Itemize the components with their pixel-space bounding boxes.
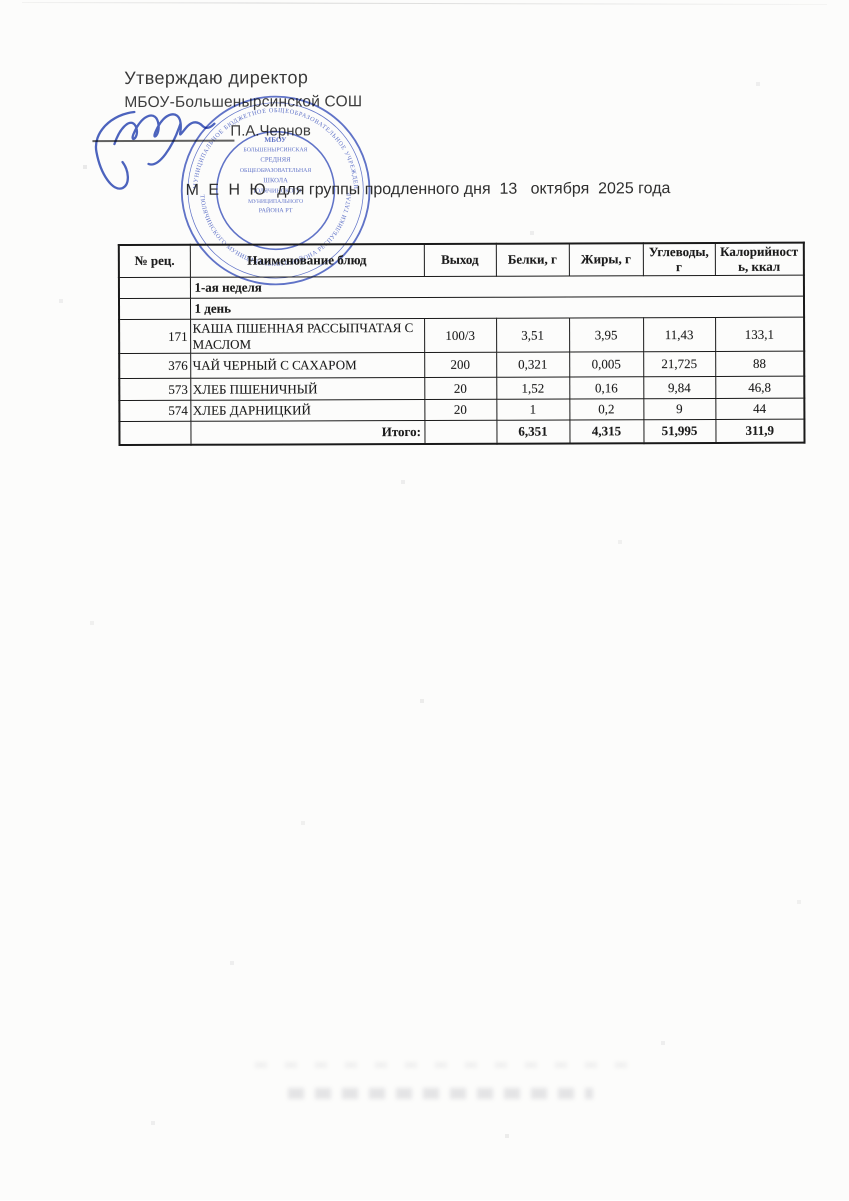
carbs-value: 9,84 bbox=[643, 376, 716, 400]
total-protein: 6,351 bbox=[496, 420, 570, 444]
table-row: 573 ХЛЕБ ПШЕНИЧНЫЙ 20 1,52 0,16 9,84 46,… bbox=[119, 376, 805, 401]
output-value: 200 bbox=[424, 352, 497, 378]
calories-value: 44 bbox=[715, 398, 805, 420]
total-calories: 311,9 bbox=[715, 419, 805, 443]
bleed-through-ghost-text bbox=[255, 1062, 635, 1068]
total-carbs: 51,995 bbox=[643, 419, 716, 444]
stamp-middle-ring bbox=[187, 102, 364, 279]
output-value: 20 bbox=[424, 399, 497, 421]
empty-cell bbox=[118, 277, 190, 299]
fat-value: 3,95 bbox=[569, 317, 644, 353]
menu-title-rest: для группы продленного дня 13 октября 20… bbox=[268, 180, 671, 199]
table-row: 376 ЧАЙ ЧЕРНЫЙ С САХАРОМ 200 0,321 0,005… bbox=[119, 351, 805, 379]
total-row: Итого: 6,351 4,315 51,995 311,9 bbox=[119, 419, 805, 445]
carbs-value: 21,725 bbox=[643, 351, 716, 378]
stamp-center-line-5: ШКОЛА bbox=[263, 177, 288, 184]
menu-table: № рец. Наименование блюд Выход Белки, г … bbox=[117, 241, 806, 446]
dish-name: ХЛЕБ ПШЕНИЧНЫЙ bbox=[190, 377, 425, 401]
dish-name: КАША ПШЕННАЯ РАССЫПЧАТАЯ С МАСЛОМ bbox=[190, 318, 425, 354]
calories-value: 133,1 bbox=[715, 317, 805, 352]
total-fat: 4,315 bbox=[569, 420, 644, 444]
carbs-value: 9 bbox=[643, 398, 716, 421]
empty-cell bbox=[119, 421, 191, 445]
menu-word: М Е Н Ю bbox=[185, 181, 269, 199]
calories-value: 88 bbox=[715, 351, 805, 377]
carbs-value: 11,43 bbox=[643, 317, 716, 353]
stamp-center-line-8: РАЙОНА РТ bbox=[259, 206, 293, 214]
dish-name: ЧАЙ ЧЕРНЫЙ С САХАРОМ bbox=[190, 352, 425, 379]
calories-value: 46,8 bbox=[715, 376, 805, 399]
fat-value: 0,2 bbox=[569, 399, 644, 421]
col-header-protein: Белки, г bbox=[495, 243, 569, 277]
week-row: 1-ая неделя bbox=[118, 275, 804, 299]
recipe-num: 171 bbox=[119, 319, 191, 354]
menu-title: М Е Н Ю для группы продленного дня 13 ок… bbox=[186, 180, 671, 200]
stamp-center-line-1: МБОУ bbox=[264, 136, 287, 144]
day-row: 1 день bbox=[118, 296, 805, 320]
signature-curls bbox=[113, 113, 216, 146]
recipe-num: 574 bbox=[119, 400, 191, 422]
fat-value: 0,16 bbox=[569, 377, 644, 400]
protein-value: 0,321 bbox=[496, 352, 570, 378]
table-row: 574 ХЛЕБ ДАРНИЦКИЙ 20 1 0,2 9 44 bbox=[119, 398, 805, 422]
col-header-dish-name: Наименование блюд bbox=[189, 243, 424, 278]
table-row: 171 КАША ПШЕННАЯ РАССЫПЧАТАЯ С МАСЛОМ 10… bbox=[119, 317, 805, 354]
stamp-center-line-7: МУНИЦИПАЛЬНОГО bbox=[248, 199, 303, 205]
fat-value: 0,005 bbox=[569, 352, 644, 378]
recipe-num: 573 bbox=[119, 378, 191, 401]
bleed-through-ghost-text bbox=[288, 1088, 593, 1099]
col-header-fat: Жиры, г bbox=[568, 243, 643, 277]
signature-loop bbox=[94, 110, 136, 190]
day-row-label: 1 день bbox=[189, 296, 805, 320]
table-header-row: № рец. Наименование блюд Выход Белки, г … bbox=[118, 242, 804, 278]
output-value: 20 bbox=[424, 377, 497, 400]
stamp-inner-ring bbox=[216, 130, 336, 251]
signature-tail bbox=[147, 122, 182, 166]
stamp-center-line-2: БОЛЬШЕНЫРСИНСКАЯ bbox=[243, 147, 307, 153]
protein-value: 3,51 bbox=[496, 318, 570, 353]
recipe-num: 376 bbox=[119, 353, 191, 379]
dish-name: ХЛЕБ ДАРНИЦКИЙ bbox=[190, 399, 425, 422]
stamp-center-line-6: ТЮЛЯЧИНСКОГО bbox=[250, 187, 302, 194]
output-value: 100/3 bbox=[424, 318, 497, 353]
col-header-calories: Калорийность, ккал bbox=[714, 242, 804, 276]
total-label: Итого: bbox=[190, 420, 425, 445]
signature-scribble bbox=[94, 110, 216, 190]
stamp-center-line-3: СРЕДНЯЯ bbox=[260, 157, 291, 164]
protein-value: 1 bbox=[496, 399, 570, 421]
week-row-label: 1-ая неделя bbox=[189, 275, 804, 299]
col-header-output: Выход bbox=[423, 243, 496, 277]
approval-heading: Утверждаю директор bbox=[124, 67, 309, 89]
empty-cell bbox=[424, 420, 497, 444]
official-stamp: МУНИЦИПАЛЬНОЕ БЮДЖЕТНОЕ ОБЩЕОБРАЗОВАТЕЛЬ… bbox=[177, 92, 371, 286]
stamp-outer-ring bbox=[180, 95, 371, 286]
protein-value: 1,52 bbox=[496, 377, 570, 400]
col-header-recipe-num: № рец. bbox=[118, 244, 190, 278]
empty-cell bbox=[118, 298, 191, 320]
col-header-carbs: Углеводы, г bbox=[642, 242, 715, 276]
stamp-center-line-4: ОБЩЕОБРАЗОВАТЕЛЬНАЯ bbox=[240, 168, 312, 174]
